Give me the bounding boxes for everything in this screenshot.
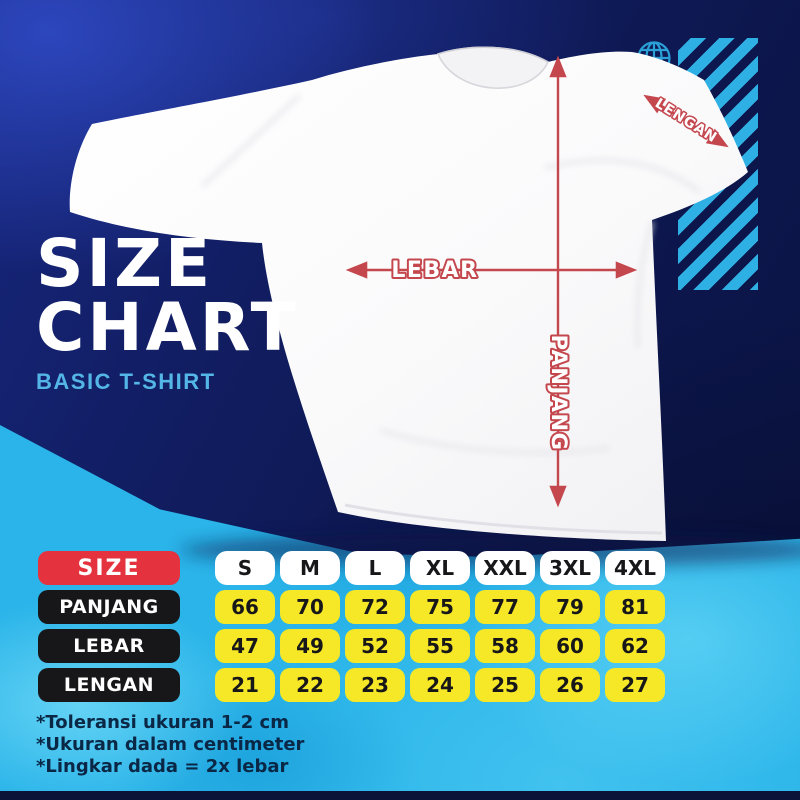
lengan-arrow xyxy=(643,94,729,148)
value-lebar-s: 47 xyxy=(215,629,275,663)
lebar-label: LEBAR xyxy=(391,258,478,283)
panjang-label: PANJANG xyxy=(547,335,571,452)
size-column-xxl: XXL xyxy=(475,551,535,585)
size-column-xl: XL xyxy=(410,551,470,585)
value-panjang-l: 72 xyxy=(345,590,405,624)
measurement-arrows xyxy=(345,55,729,508)
value-lebar-xxl: 58 xyxy=(475,629,535,663)
page-subtitle: BASIC T-SHIRT xyxy=(36,369,216,395)
value-lengan-l: 23 xyxy=(345,668,405,702)
value-lebar-m: 49 xyxy=(280,629,340,663)
note-units: *Ukuran dalam centimeter xyxy=(36,733,305,755)
size-column-m: M xyxy=(280,551,340,585)
value-lengan-s: 21 xyxy=(215,668,275,702)
size-column-3xl: 3XL xyxy=(540,551,600,585)
size-column-l: L xyxy=(345,551,405,585)
row-label-lengan: LENGAN xyxy=(38,668,180,702)
value-lebar-4xl: 62 xyxy=(605,629,665,663)
page-title-line2: CHART xyxy=(36,289,299,367)
title-block: SIZE CHART BASIC T-SHIRT xyxy=(36,225,299,395)
value-lebar-3xl: 60 xyxy=(540,629,600,663)
value-panjang-3xl: 79 xyxy=(540,590,600,624)
row-label-panjang: PANJANG xyxy=(38,590,180,624)
footer-notes: *Toleransi ukuran 1-2 cm *Ukuran dalam c… xyxy=(36,712,304,778)
value-panjang-s: 66 xyxy=(215,590,275,624)
size-column-4xl: 4XL xyxy=(605,551,665,585)
size-table: SIZE S M L XL XXL 3XL 4XL PANJANG 66 70 72 75 77 79 81 L… xyxy=(38,551,665,702)
value-lebar-xl: 55 xyxy=(410,629,470,663)
value-lengan-3xl: 26 xyxy=(540,668,600,702)
value-panjang-xl: 75 xyxy=(410,590,470,624)
size-header-pill: SIZE xyxy=(38,551,180,585)
bottom-navy-strip xyxy=(0,791,800,800)
value-lengan-xl: 24 xyxy=(410,668,470,702)
note-chest: *Lingkar dada = 2x lebar xyxy=(36,755,289,777)
note-tolerance: *Toleransi ukuran 1-2 cm xyxy=(36,712,289,733)
value-lengan-xxl: 25 xyxy=(475,668,535,702)
value-panjang-m: 70 xyxy=(280,590,340,624)
value-lebar-l: 52 xyxy=(345,629,405,663)
value-lengan-4xl: 27 xyxy=(605,668,665,702)
value-panjang-4xl: 81 xyxy=(605,590,665,624)
page-title-line1: SIZE xyxy=(36,225,214,302)
size-column-s: S xyxy=(215,551,275,585)
value-lengan-m: 22 xyxy=(280,668,340,702)
tshirt-image xyxy=(69,46,748,541)
value-panjang-xxl: 77 xyxy=(475,590,535,624)
row-label-lebar: LEBAR xyxy=(38,629,180,663)
